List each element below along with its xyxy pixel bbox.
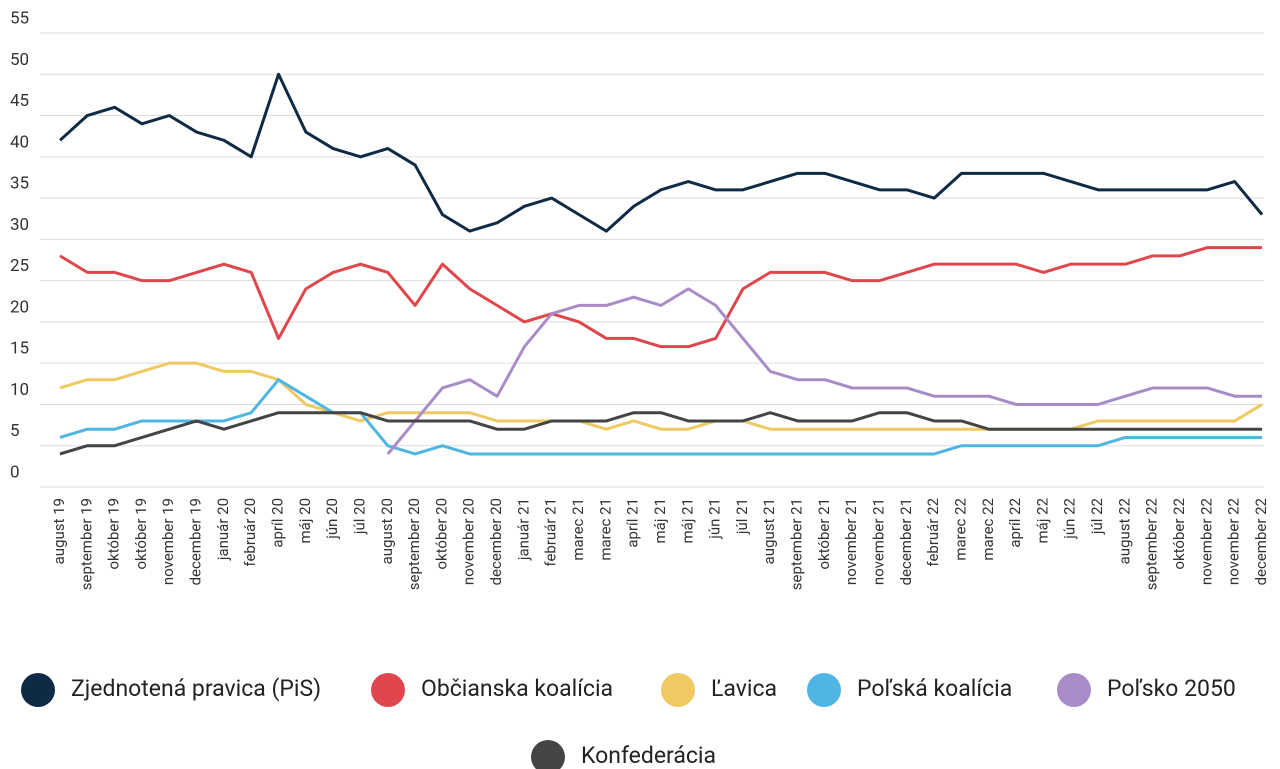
x-tick-label: september 19: [77, 498, 95, 590]
x-tick-label: december 20: [487, 498, 505, 585]
x-tick-label: jún 21: [706, 498, 724, 540]
y-tick-label: 5: [10, 421, 20, 441]
y-tick-label: 45: [10, 91, 29, 111]
x-tick-label: máj 21: [678, 498, 696, 543]
x-tick-label: október 22: [1170, 498, 1188, 570]
x-tick-label: júl 22: [1088, 498, 1106, 535]
series-line: [59, 246, 1262, 349]
x-tick-label: november 21: [842, 498, 860, 585]
y-tick-label: 35: [10, 174, 29, 194]
x-tick-label: jún 22: [1061, 498, 1079, 540]
legend-label: Poľsko 2050: [1107, 675, 1236, 702]
legend-label: Poľská koalícia: [857, 675, 1012, 702]
x-tick-label: marec 21: [569, 498, 587, 561]
series-line: [386, 287, 1262, 455]
x-tick-label: január 20: [214, 498, 232, 561]
legend-swatch: [371, 673, 405, 707]
legend-swatch: [661, 673, 695, 707]
series-line: [58, 72, 1264, 233]
x-tick-label: október 19: [132, 498, 150, 570]
x-tick-label: február 20: [241, 498, 259, 567]
series-line: [59, 361, 1263, 431]
y-tick-label: 50: [10, 50, 29, 70]
y-tick-label: 30: [10, 215, 29, 235]
x-tick-label: máj 20: [296, 498, 314, 543]
x-tick-label: september 22: [1143, 498, 1161, 590]
legend-label: Zjednotená pravica (PiS): [71, 675, 321, 702]
x-tick-label: august 21: [760, 498, 778, 564]
x-tick-label: august 22: [1115, 498, 1133, 564]
series-line: [59, 378, 1262, 456]
y-tick-label: 20: [10, 297, 29, 317]
x-tick-label: november 19: [159, 498, 177, 585]
legend-swatch: [807, 673, 841, 707]
x-tick-label: december 22: [1252, 498, 1270, 585]
y-tick-label: 15: [10, 339, 29, 359]
legend-label: Ľavica: [711, 675, 777, 702]
x-tick-label: august 19: [50, 498, 68, 564]
legend-swatch: [531, 740, 565, 769]
x-tick-label: november 20: [460, 498, 478, 585]
x-tick-label: marec 21: [596, 498, 614, 561]
x-tick-label: november 22: [1225, 498, 1243, 585]
y-tick-label: 25: [10, 256, 29, 276]
x-tick-label: október 20: [432, 498, 450, 570]
x-tick-label: september 21: [788, 498, 806, 590]
x-tick-label: január 21: [514, 498, 532, 561]
y-tick-label: 10: [10, 380, 29, 400]
x-tick-label: december 21: [897, 498, 915, 585]
legend-label: Konfederácia: [581, 742, 716, 769]
x-tick-label: december 19: [187, 498, 205, 585]
x-tick-label: október 21: [815, 498, 833, 570]
x-tick-label: august 20: [378, 498, 396, 564]
x-tick-label: marec 22: [979, 498, 997, 561]
y-tick-label: 0: [10, 462, 20, 482]
y-tick-label: 55: [10, 8, 29, 28]
x-tick-label: jún 20: [323, 498, 341, 540]
x-tick-label: september 20: [405, 498, 423, 590]
y-tick-label: 40: [10, 132, 29, 152]
x-tick-label: júl 20: [350, 498, 368, 535]
x-tick-label: apríl 22: [1006, 498, 1024, 548]
x-tick-label: júl 21: [733, 498, 751, 535]
x-tick-label: november 22: [1197, 498, 1215, 585]
x-tick-label: apríl 21: [624, 498, 642, 548]
x-tick-label: apríl 20: [269, 498, 287, 548]
x-tick-label: február 21: [542, 498, 560, 567]
legend-swatch: [1057, 673, 1091, 707]
x-tick-label: február 22: [924, 498, 942, 567]
legend-label: Občianska koalícia: [421, 675, 613, 702]
series-line: [59, 411, 1262, 456]
legend-swatch: [21, 673, 55, 707]
x-tick-label: október 19: [105, 498, 123, 570]
x-tick-label: máj 21: [651, 498, 669, 543]
x-tick-label: november 21: [870, 498, 888, 585]
x-tick-label: máj 22: [1033, 498, 1051, 543]
x-tick-label: marec 22: [951, 498, 969, 561]
